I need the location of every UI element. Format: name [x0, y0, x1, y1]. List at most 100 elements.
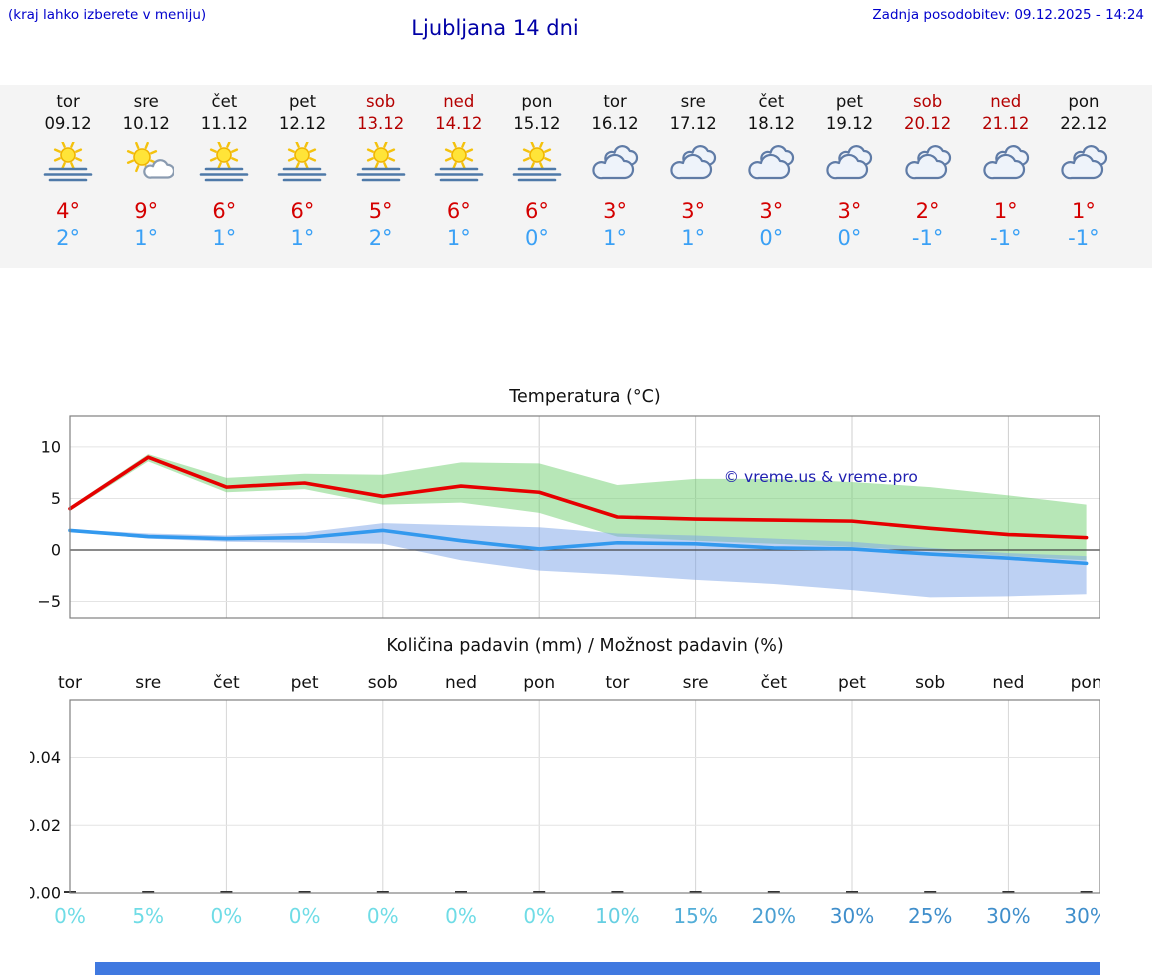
day-label: pon [523, 673, 555, 693]
day-column: pet 12.12 6° 1° [263, 91, 341, 250]
day-column: tor 16.12 3° 1° [576, 91, 654, 250]
high-temperature: 4° [56, 199, 80, 223]
precip-bar [220, 891, 233, 893]
sun-fog-icon [278, 142, 327, 182]
day-label: čet [213, 673, 240, 693]
high-temperature: 3° [759, 199, 784, 223]
high-temperature: 1° [1071, 199, 1096, 223]
precip-bar [376, 891, 389, 893]
high-temperature: 2° [915, 199, 940, 223]
day-label: sre [135, 673, 161, 693]
day-name: sob [366, 92, 396, 111]
y-tick-label: 0.00 [30, 884, 61, 903]
weather-icon-wrap [576, 139, 654, 191]
day-date: 20.12 [903, 114, 952, 133]
day-column: sob 20.12 2° -1° [889, 91, 967, 250]
y-tick-label: 0 [51, 540, 61, 559]
day-column: sre 17.12 3° 1° [654, 91, 732, 250]
day-name: ned [990, 92, 1022, 111]
menu-hint-text: (kraj lahko izberete v meniju) [8, 7, 207, 23]
precip-bar [533, 891, 546, 893]
high-temperature: 6° [524, 199, 549, 223]
day-label: tor [605, 673, 629, 693]
precipitation-bars [64, 891, 1093, 893]
low-temperature: -1° [911, 226, 944, 250]
day-date: 15.12 [513, 114, 561, 133]
day-label: pon [1071, 673, 1100, 693]
precip-bar [924, 891, 937, 893]
partly-sunny-icon [127, 142, 175, 179]
temperature-chart-title: Temperatura (°C) [509, 387, 661, 407]
plot-border [69, 415, 1100, 619]
day-name: ned [443, 92, 475, 111]
day-label: čet [761, 673, 788, 693]
sun-fog-icon [200, 142, 249, 182]
weather-icon-wrap [810, 139, 888, 191]
y-tick-label: 0.04 [30, 748, 61, 767]
weather-icon-wrap [185, 139, 263, 191]
precip-bar [611, 891, 624, 893]
day-label: pet [291, 673, 319, 693]
high-temperature: 1° [993, 199, 1018, 223]
day-label: pet [838, 673, 866, 693]
day-column: čet 11.12 6° 1° [185, 91, 263, 250]
day-date: 09.12 [44, 114, 92, 133]
precip-bar [1080, 891, 1093, 893]
low-temperature: 0° [524, 226, 549, 250]
cloudy-icon [592, 145, 639, 180]
low-temperature: 0° [759, 226, 784, 250]
plot-border [69, 699, 1100, 894]
high-temperature: 9° [134, 199, 159, 223]
day-name: čet [758, 92, 785, 111]
cloudy-icon [670, 145, 717, 180]
precipitation-chart: tor sre čet pet sob ned pon tor sre čet pet sob ned p… [30, 673, 1100, 928]
day-column: pon 15.12 6° 0° [498, 91, 576, 250]
high-temperature: 6° [446, 199, 471, 223]
sun-fog-icon [434, 142, 484, 182]
y-tick-label: 10 [41, 437, 61, 456]
cloudy-icon [826, 145, 873, 180]
weather-icon-wrap [498, 139, 576, 191]
day-label: ned [445, 673, 477, 693]
day-column: sre 10.12 9° 1° [107, 91, 185, 250]
forecast-strip: tor 09.12 4° 2° sre 10.12 9° 1° čet 11.12 6° 1° pet 1… [0, 85, 1152, 268]
percent-label: 10% [595, 904, 639, 928]
day-column: pon 22.12 1° -1° [1045, 91, 1123, 250]
precip-bar [1002, 891, 1015, 893]
day-date: 22.12 [1060, 114, 1108, 133]
temperature-chart: −5 0 5 10 © vreme.us & vreme.pro [37, 415, 1100, 619]
cloudy-icon [748, 145, 795, 180]
weather-icon-wrap [967, 139, 1045, 191]
weather-icon-wrap [654, 139, 732, 191]
cloudy-icon [983, 145, 1029, 180]
day-label: sob [368, 673, 398, 693]
max-temperature-line [68, 455, 1089, 540]
day-label: sob [915, 673, 945, 693]
percent-label: 0% [54, 904, 86, 928]
day-date: 18.12 [747, 114, 795, 133]
day-name: sre [680, 92, 706, 111]
y-tick-label: 0.02 [30, 816, 61, 835]
weather-icon-wrap [107, 139, 185, 191]
percent-label: 30% [1064, 904, 1100, 928]
day-column: sob 13.12 5° 2° [342, 91, 420, 250]
last-update-text: Zadnja posodobitev: 09.12.2025 - 14:24 [872, 7, 1144, 23]
day-date: 16.12 [591, 114, 639, 133]
day-column: ned 14.12 6° 1° [420, 91, 498, 250]
day-label: sre [683, 673, 709, 693]
percent-label: 30% [830, 904, 874, 928]
percent-label: 0% [289, 904, 321, 928]
precip-bar [689, 891, 702, 893]
plot-background [70, 700, 1100, 893]
min-temperature-line [68, 528, 1089, 566]
day-date: 13.12 [357, 114, 405, 133]
cloudy-icon [1061, 145, 1107, 180]
sun-fog-icon [512, 142, 562, 182]
low-temperature: 1° [212, 226, 237, 250]
percent-label: 20% [752, 904, 796, 928]
low-temperature: -1° [990, 226, 1022, 250]
high-temperature: 6° [290, 199, 315, 223]
high-temperature: 5° [368, 199, 393, 223]
day-column: pet 19.12 3° 0° [810, 91, 888, 250]
